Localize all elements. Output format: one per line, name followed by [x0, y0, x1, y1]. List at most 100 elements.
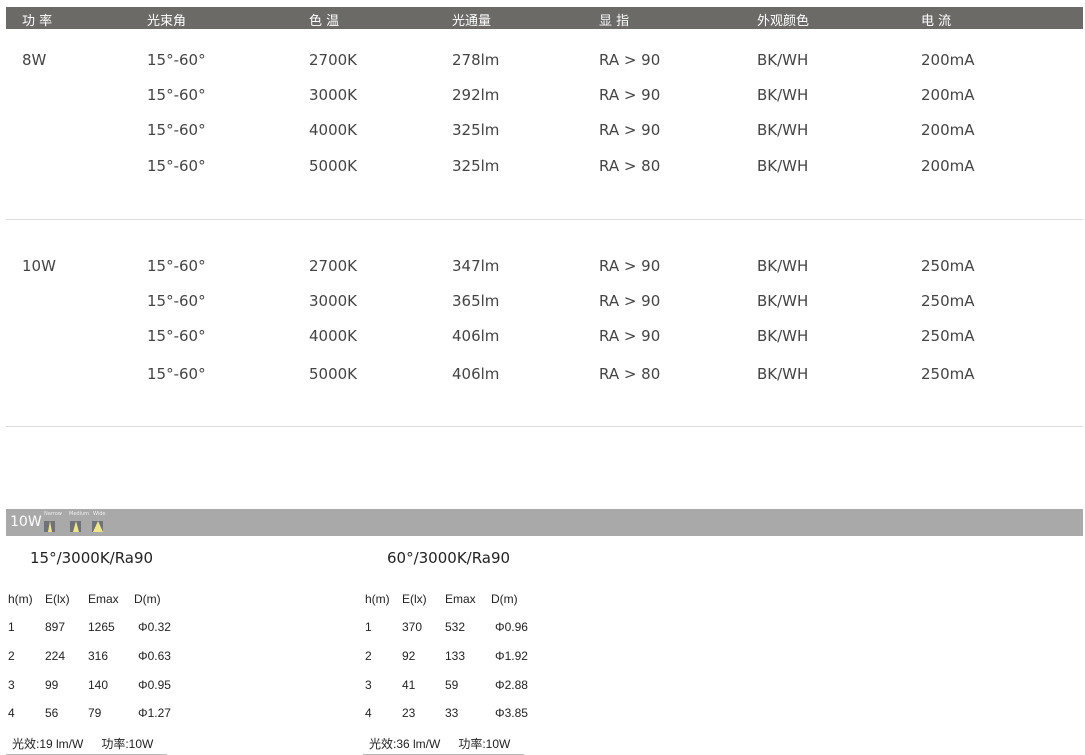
photometry-cell: 59 — [445, 678, 459, 692]
spec-cell: 200mA — [921, 121, 975, 139]
spec-cell: 3000K — [309, 292, 358, 310]
spec-cell: 250mA — [921, 257, 975, 275]
spec-cell: RA > 90 — [599, 327, 661, 345]
photometry-cell: 1265 — [88, 620, 115, 634]
spec-cell: 15°-60° — [147, 292, 206, 310]
photometry-cell: 532 — [445, 620, 466, 634]
spec-cell: 250mA — [921, 292, 975, 310]
photometry-cell: 41 — [402, 678, 416, 692]
photometry-cell: 897 — [45, 620, 66, 634]
spec-cell: RA > 90 — [599, 121, 661, 139]
spec-cell: BK/WH — [757, 257, 809, 275]
efficacy: 光效:36 lm/W — [369, 737, 441, 751]
photometry-cell: 92 — [402, 649, 416, 663]
photometry-cell: 1 — [8, 620, 15, 634]
photometry-cell: Φ1.27 — [138, 706, 171, 720]
photometry-cell: Φ3.85 — [495, 706, 528, 720]
photometry-cell: 4 — [365, 706, 372, 720]
photometry-title: 15°/3000K/Ra90 — [30, 549, 154, 567]
column-header: 外观颜色 — [757, 14, 810, 29]
column-header: 功 率 — [22, 14, 53, 29]
photometry-column-header: E(lx) — [45, 592, 70, 606]
photometry-cell: 56 — [45, 706, 59, 720]
spec-cell: 325lm — [452, 157, 500, 175]
spec-cell: BK/WH — [757, 86, 809, 104]
spec-cell: BK/WH — [757, 292, 809, 310]
spec-cell: BK/WH — [757, 365, 809, 383]
photometry-column-header: h(m) — [365, 592, 390, 606]
photometry-column-header: D(m) — [491, 592, 518, 606]
spec-cell: 15°-60° — [147, 51, 206, 69]
spec-cell: BK/WH — [757, 121, 809, 139]
photometry-cell: Φ2.88 — [495, 678, 528, 692]
photometry-cell: Φ1.92 — [495, 649, 528, 663]
spec-cell: 2700K — [309, 51, 358, 69]
beam-label-wide: Wide — [93, 511, 106, 517]
spec-cell: RA > 90 — [599, 292, 661, 310]
group-divider — [6, 219, 1083, 220]
spec-cell: 278lm — [452, 51, 500, 69]
spec-cell: 250mA — [921, 327, 975, 345]
spec-cell: 365lm — [452, 292, 500, 310]
spec-cell: 15°-60° — [147, 257, 206, 275]
spec-cell: BK/WH — [757, 51, 809, 69]
power: 功率:10W — [458, 737, 511, 751]
photometry-cell: 4 — [8, 706, 15, 720]
spec-cell: 15°-60° — [147, 327, 206, 345]
photometry-column-header: D(m) — [134, 592, 161, 606]
photometry-cell: 2 — [8, 649, 15, 663]
photometry-cell: 99 — [45, 678, 59, 692]
photometry-power-label: 10W — [10, 514, 42, 530]
power-cell: 10W — [22, 257, 56, 275]
photometry-title: 60°/3000K/Ra90 — [387, 549, 511, 567]
photometry-column-header: Emax — [88, 592, 119, 606]
power: 功率:10W — [101, 737, 154, 751]
column-header: 光通量 — [452, 14, 492, 29]
spec-cell: 406lm — [452, 327, 500, 345]
column-header: 电 流 — [921, 14, 952, 29]
spec-cell: 406lm — [452, 365, 500, 383]
photometry-cell: 33 — [445, 706, 459, 720]
medium-beam-icon — [70, 521, 81, 532]
spec-cell: RA > 90 — [599, 257, 661, 275]
spec-cell: 5000K — [309, 365, 358, 383]
spec-cell: BK/WH — [757, 157, 809, 175]
spec-cell: 4000K — [309, 327, 358, 345]
photometry-footer: 光效:19 lm/W 功率:10W — [6, 735, 167, 755]
photometry-cell: 23 — [402, 706, 416, 720]
power-cell: 8W — [22, 51, 47, 69]
spec-cell: RA > 80 — [599, 157, 661, 175]
photometry-cell: Φ0.63 — [138, 649, 171, 663]
photometry-cell: 2 — [365, 649, 372, 663]
wide-beam-icon — [92, 521, 103, 532]
photometry-cell: 224 — [45, 649, 66, 663]
spec-cell: RA > 90 — [599, 51, 661, 69]
photometry-cell: Φ0.95 — [138, 678, 171, 692]
photometry-cell: 133 — [445, 649, 466, 663]
spec-cell: BK/WH — [757, 327, 809, 345]
photometry-bar: 10W Narrow Medium Wide — [6, 509, 1083, 536]
spec-cell: 292lm — [452, 86, 500, 104]
spec-cell: 200mA — [921, 86, 975, 104]
photometry-column-header: E(lx) — [402, 592, 427, 606]
spec-cell: 200mA — [921, 51, 975, 69]
spec-cell: 200mA — [921, 157, 975, 175]
narrow-beam-icon — [44, 521, 55, 532]
spec-cell: 15°-60° — [147, 86, 206, 104]
group-divider — [6, 426, 1083, 427]
spec-table-header — [6, 7, 1083, 29]
spec-cell: 325lm — [452, 121, 500, 139]
beam-label-medium: Medium — [69, 511, 89, 517]
spec-cell: 3000K — [309, 86, 358, 104]
photometry-footer: 光效:36 lm/W 功率:10W — [363, 735, 524, 755]
photometry-column-header: h(m) — [8, 592, 33, 606]
photometry-cell: 1 — [365, 620, 372, 634]
photometry-cell: 3 — [8, 678, 15, 692]
spec-cell: 4000K — [309, 121, 358, 139]
column-header: 色 温 — [309, 14, 340, 29]
spec-cell: 347lm — [452, 257, 500, 275]
efficacy: 光效:19 lm/W — [12, 737, 84, 751]
photometry-cell: 370 — [402, 620, 423, 634]
photometry-cell: Φ0.32 — [138, 620, 171, 634]
spec-cell: 15°-60° — [147, 365, 206, 383]
